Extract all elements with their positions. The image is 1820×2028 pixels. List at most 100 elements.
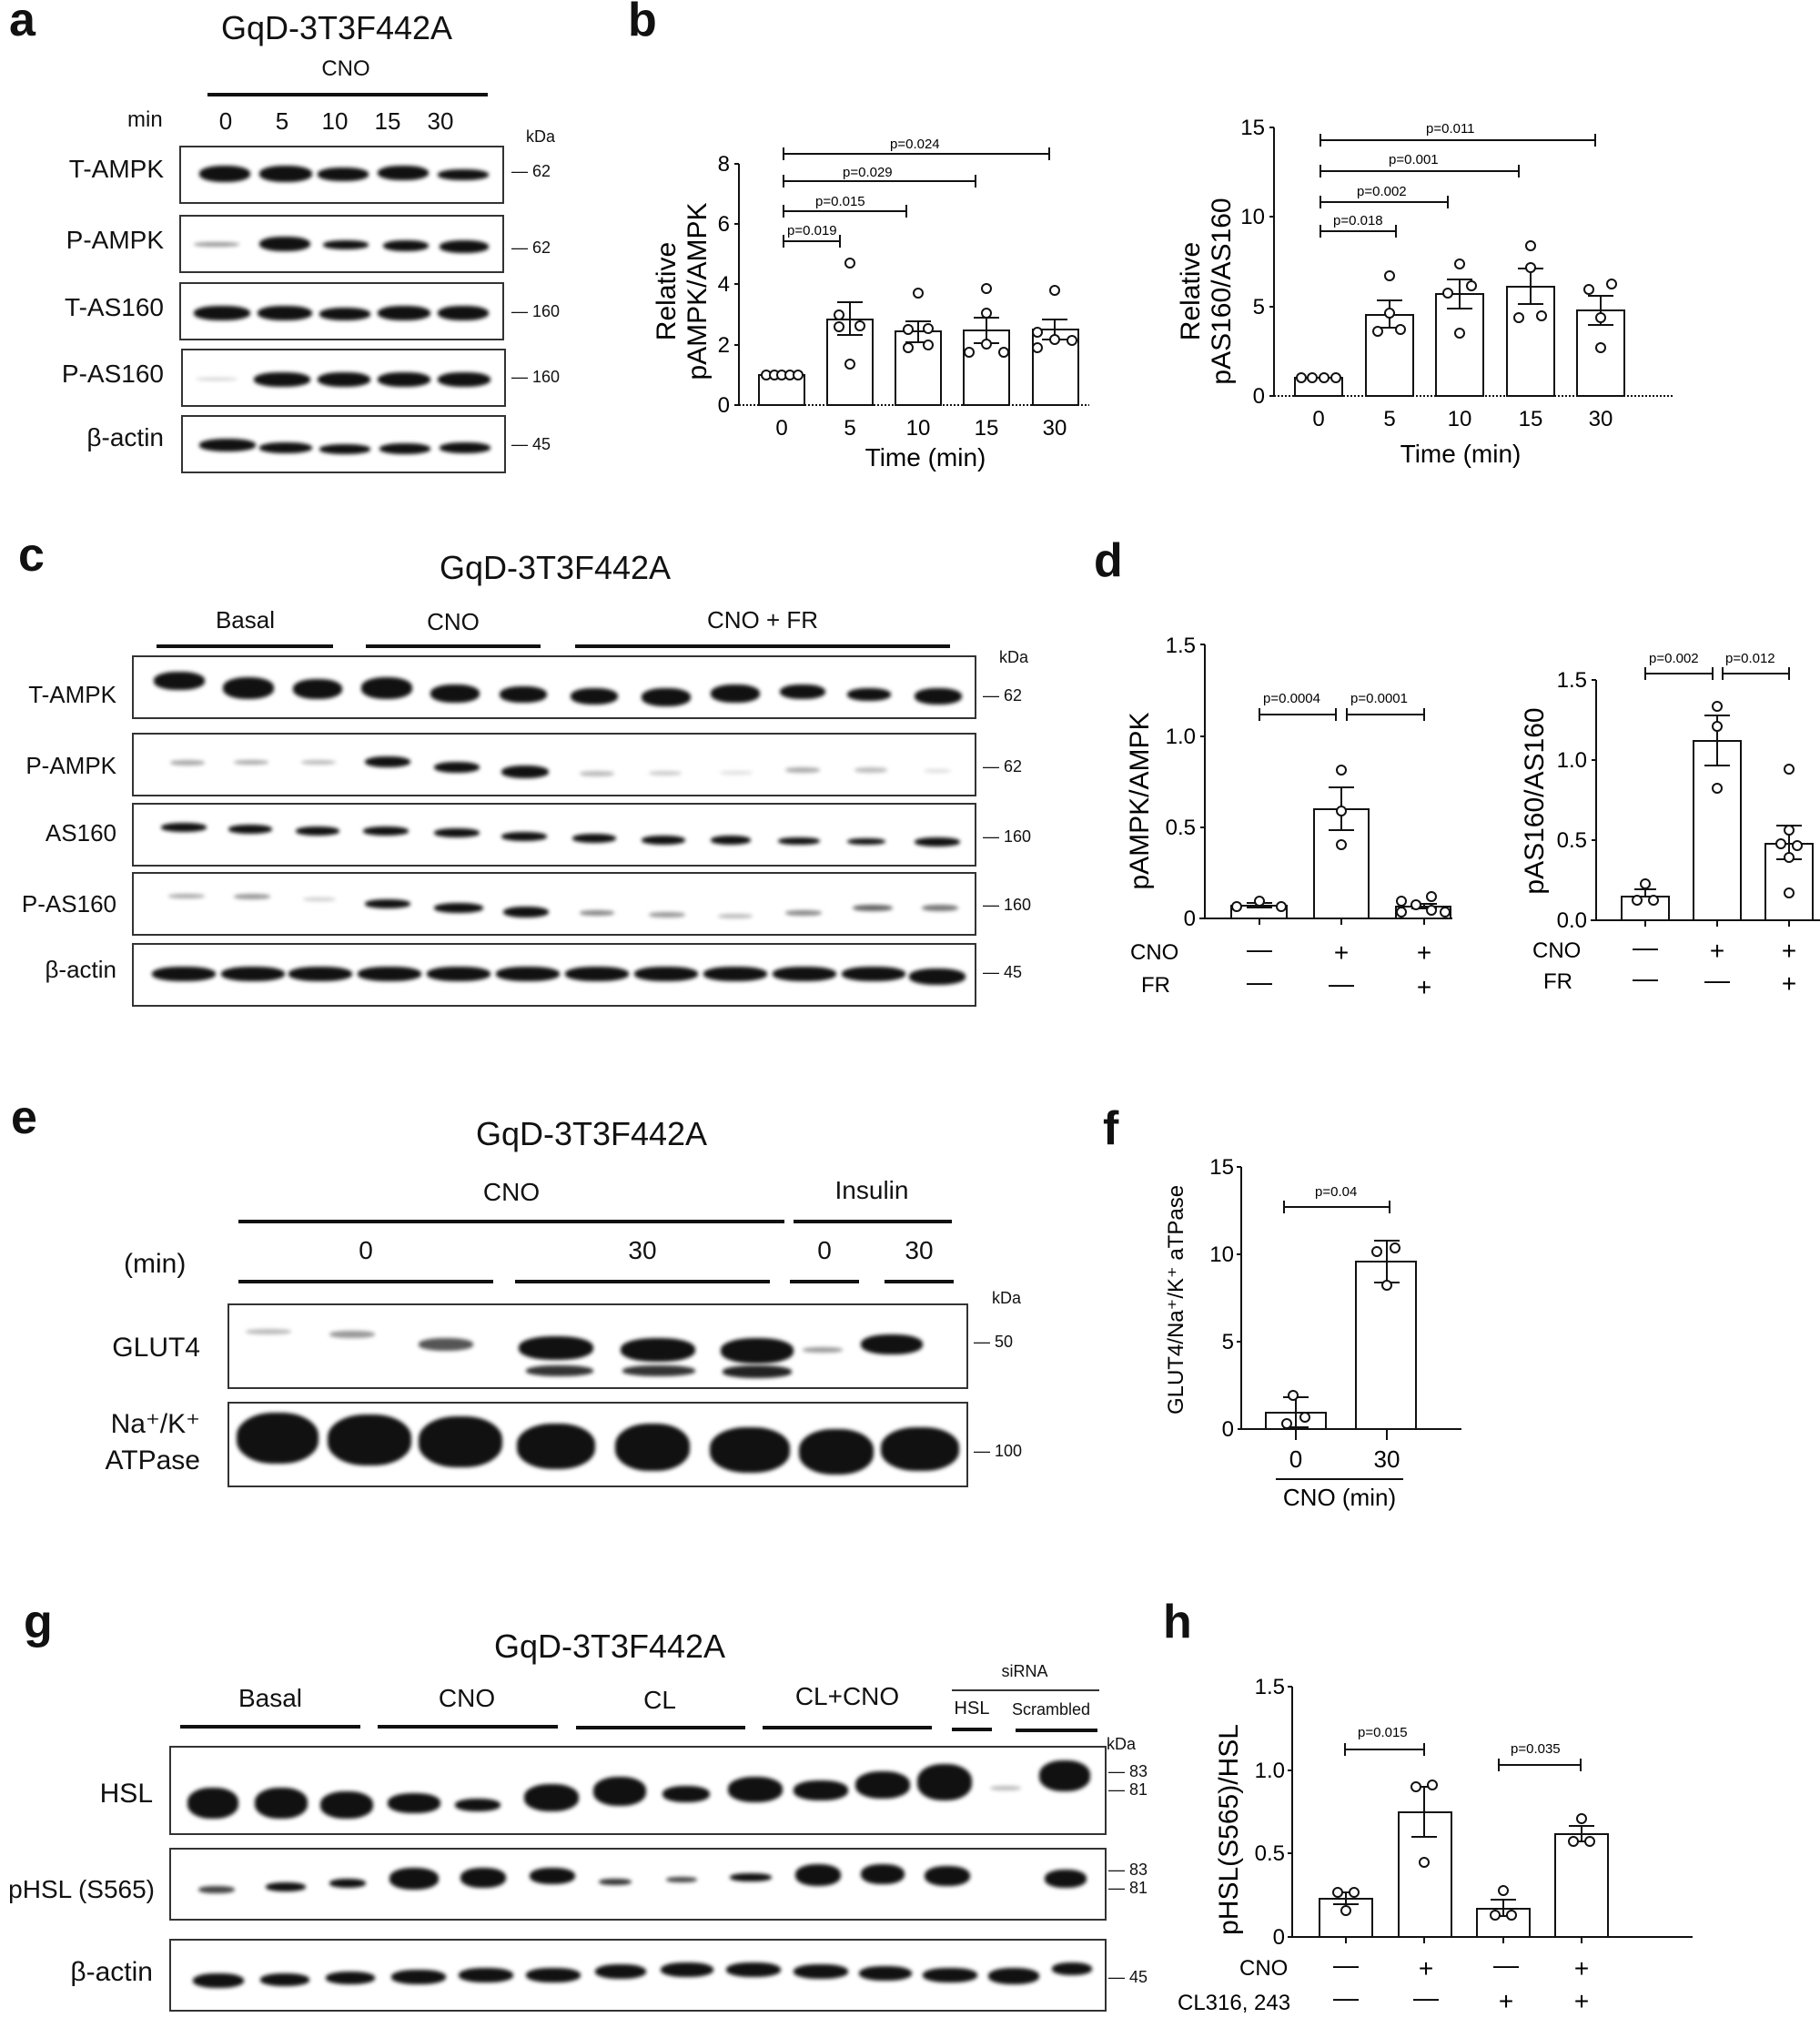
panel-label-c: c	[18, 529, 45, 582]
panel-c-title: GqD-3T3F442A	[439, 549, 672, 586]
x-axis-title: CNO (min)	[1283, 1484, 1396, 1511]
x-axis-title: Time (min)	[1400, 440, 1522, 468]
group-label: Basal	[238, 1684, 303, 1712]
svg-text:5: 5	[1253, 295, 1265, 319]
y-tick: 2	[718, 333, 730, 358]
svg-text:p=0.018: p=0.018	[1333, 213, 1383, 228]
svg-text:p=0.035: p=0.035	[1511, 1741, 1561, 1757]
svg-text:p=0.015: p=0.015	[815, 194, 865, 209]
svg-text:—: —	[1247, 968, 1272, 996]
sirna-group-label: HSL	[954, 1698, 990, 1719]
svg-text:+: +	[1419, 1954, 1433, 1982]
group-label: CNO	[427, 608, 480, 635]
x-ticks: 0 5 10 15 30	[775, 416, 1067, 441]
svg-text:+: +	[1782, 969, 1796, 998]
svg-text:p=0.024: p=0.024	[890, 137, 940, 152]
kda-marker: — 160	[511, 368, 561, 386]
panel-label-f: f	[1103, 1102, 1119, 1155]
data-points	[761, 258, 1077, 380]
lane-label: 5	[275, 107, 289, 135]
blot-phsl-s565	[169, 1848, 1107, 1921]
bars	[1319, 1811, 1609, 1938]
svg-text:p=0.015: p=0.015	[1358, 1725, 1408, 1740]
p-values: p=0.018 p=0.002 p=0.001 p=0.011	[1333, 121, 1475, 228]
significance-brackets	[1344, 1743, 1582, 1771]
time-label: 30	[905, 1236, 934, 1264]
y-axis-title: pHSL(S565)/HSL	[1214, 1724, 1244, 1935]
blot-row-label: β-actin	[45, 956, 116, 983]
group-bracket	[794, 1220, 952, 1223]
panel-a-title: GqD-3T3F442A	[220, 9, 453, 46]
svg-text:—: —	[1704, 966, 1730, 994]
y-axis-title: Relative pAS160/AS160	[1176, 198, 1237, 384]
panel-label-e: e	[11, 1091, 37, 1144]
x-axis-title: Time (min)	[865, 443, 986, 472]
kda-marker: — 45	[1108, 1968, 1148, 1986]
time-label: 0	[359, 1236, 373, 1264]
svg-text:0: 0	[1289, 1445, 1302, 1473]
svg-text:15: 15	[1240, 116, 1265, 140]
svg-text:CNO: CNO	[1239, 1956, 1288, 1981]
y-axis-title: GLUT4/Na⁺/K⁺ aTPase	[1164, 1185, 1188, 1415]
kda-marker: — 62	[511, 238, 551, 257]
bars	[1621, 740, 1814, 921]
svg-text:—: —	[1493, 1951, 1519, 1979]
svg-text:p=0.019: p=0.019	[787, 223, 837, 238]
p-values: p=0.002 p=0.012	[1649, 651, 1775, 666]
svg-text:10: 10	[1209, 1242, 1234, 1267]
svg-text:10: 10	[1448, 407, 1472, 431]
blot-row-label: T-AMPK	[28, 681, 116, 708]
svg-text:10: 10	[1240, 205, 1265, 229]
y-axis-title: pAS160/AS160	[1520, 707, 1550, 894]
kda-marker: — 100	[974, 1442, 1023, 1460]
kda-marker: — 45	[983, 963, 1023, 981]
data-points	[1281, 1242, 1400, 1429]
chart-b-right: Relative pAS160/AS160 0 5 10 15	[1176, 116, 1674, 468]
y-tick: 8	[718, 152, 730, 177]
y-ticks: 0.0 0.5 1.0 1.5	[1557, 668, 1587, 933]
panel-label-b: b	[628, 0, 657, 46]
svg-text:—: —	[1633, 964, 1658, 992]
blot-row-label: pHSL (S565)	[8, 1875, 155, 1903]
panel-label-a: a	[9, 0, 35, 46]
chart-b-left: Relative pAMPK/AMPK 0 2 4 6 8	[652, 137, 1089, 472]
blot-p-ampk	[179, 215, 504, 273]
blot-beta-actin	[181, 415, 506, 473]
svg-text:—: —	[1333, 1983, 1359, 2012]
svg-text:10: 10	[906, 416, 931, 441]
chart-d-right: pAS160/AS160 0.0 0.5 1.0 1.5 p=0.002 p=0…	[1520, 651, 1820, 998]
lane-label: 10	[321, 107, 349, 135]
y-ticks: 0 5 10 15	[1209, 1155, 1234, 1442]
blot-row-label: P-AMPK	[66, 226, 164, 254]
significance-brackets	[1259, 708, 1425, 721]
svg-text:p=0.0004: p=0.0004	[1263, 691, 1320, 706]
kda-marker: — 62	[511, 162, 551, 180]
svg-text:—: —	[1247, 935, 1272, 963]
kda-marker: — 83— 81	[1108, 1762, 1148, 1799]
blot-row-label: GLUT4	[112, 1333, 200, 1363]
blot-t-ampk	[132, 655, 976, 719]
group-bracket	[576, 1726, 745, 1729]
sirna-group-label: Scrambled	[1011, 1700, 1091, 1719]
svg-text:p=0.001: p=0.001	[1389, 152, 1439, 167]
svg-text:0.0: 0.0	[1557, 908, 1587, 933]
group-label: Basal	[215, 606, 276, 634]
x-ticks: 0 30	[1289, 1445, 1400, 1473]
time-label: 0	[817, 1236, 832, 1264]
kda-marker: — 62	[983, 686, 1023, 705]
svg-text:0.5: 0.5	[1255, 1841, 1285, 1866]
kda-marker: — 50	[974, 1333, 1014, 1351]
factor-rows: CNO CL316, 243 — + — + — — + +	[1178, 1951, 1589, 2015]
svg-text:0: 0	[1184, 907, 1196, 931]
group-label: CL+CNO	[794, 1682, 900, 1710]
svg-text:p=0.002: p=0.002	[1649, 651, 1699, 666]
svg-text:CL316, 243: CL316, 243	[1178, 1991, 1290, 2015]
svg-text:+: +	[1782, 937, 1796, 965]
svg-text:0: 0	[1222, 1417, 1234, 1442]
svg-text:5: 5	[1383, 407, 1395, 431]
svg-text:p=0.011: p=0.011	[1426, 121, 1475, 137]
blot-glut4	[228, 1303, 968, 1389]
lane-label: 0	[218, 107, 233, 135]
svg-text:30: 30	[1043, 416, 1067, 441]
svg-text:+: +	[1334, 938, 1349, 967]
